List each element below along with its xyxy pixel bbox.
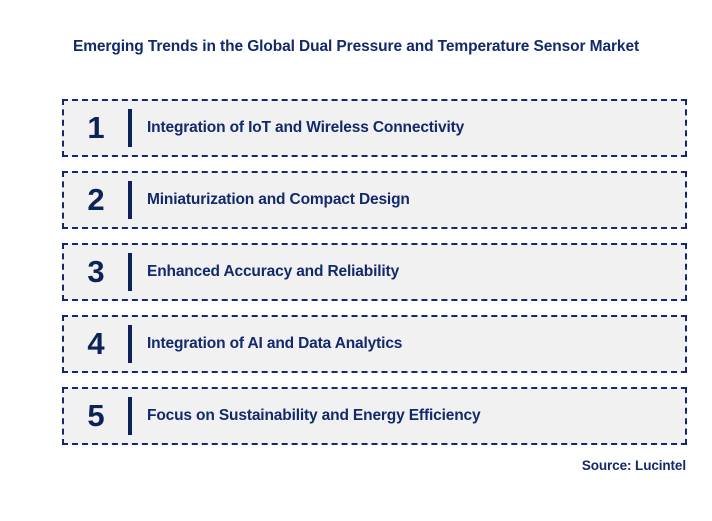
- trend-number: 3: [87, 253, 105, 289]
- trend-label: Focus on Sustainability and Energy Effic…: [147, 407, 481, 424]
- trend-row: 1 Integration of IoT and Wireless Connec…: [62, 99, 687, 157]
- vertical-divider-icon: [128, 181, 132, 219]
- trend-row: 4 Integration of AI and Data Analytics: [62, 315, 687, 373]
- page-title: Emerging Trends in the Global Dual Press…: [72, 38, 640, 55]
- trend-row: 3 Enhanced Accuracy and Reliability: [62, 243, 687, 301]
- trend-number: 4: [87, 325, 105, 361]
- trend-label: Integration of IoT and Wireless Connecti…: [147, 119, 465, 136]
- trend-label: Enhanced Accuracy and Reliability: [147, 263, 400, 280]
- vertical-divider-icon: [128, 397, 132, 435]
- vertical-divider-icon: [128, 253, 132, 291]
- source-attribution: Source: Lucintel: [581, 458, 686, 473]
- trend-label: Integration of AI and Data Analytics: [147, 335, 403, 352]
- trend-row: 5 Focus on Sustainability and Energy Eff…: [62, 387, 687, 445]
- trend-list: 1 Integration of IoT and Wireless Connec…: [62, 99, 687, 445]
- vertical-divider-icon: [128, 109, 132, 147]
- trend-number: 1: [87, 109, 105, 145]
- trend-label: Miniaturization and Compact Design: [147, 191, 410, 208]
- trend-number: 5: [87, 397, 105, 433]
- trend-number: 2: [87, 181, 105, 217]
- trend-row: 2 Miniaturization and Compact Design: [62, 171, 687, 229]
- vertical-divider-icon: [128, 325, 132, 363]
